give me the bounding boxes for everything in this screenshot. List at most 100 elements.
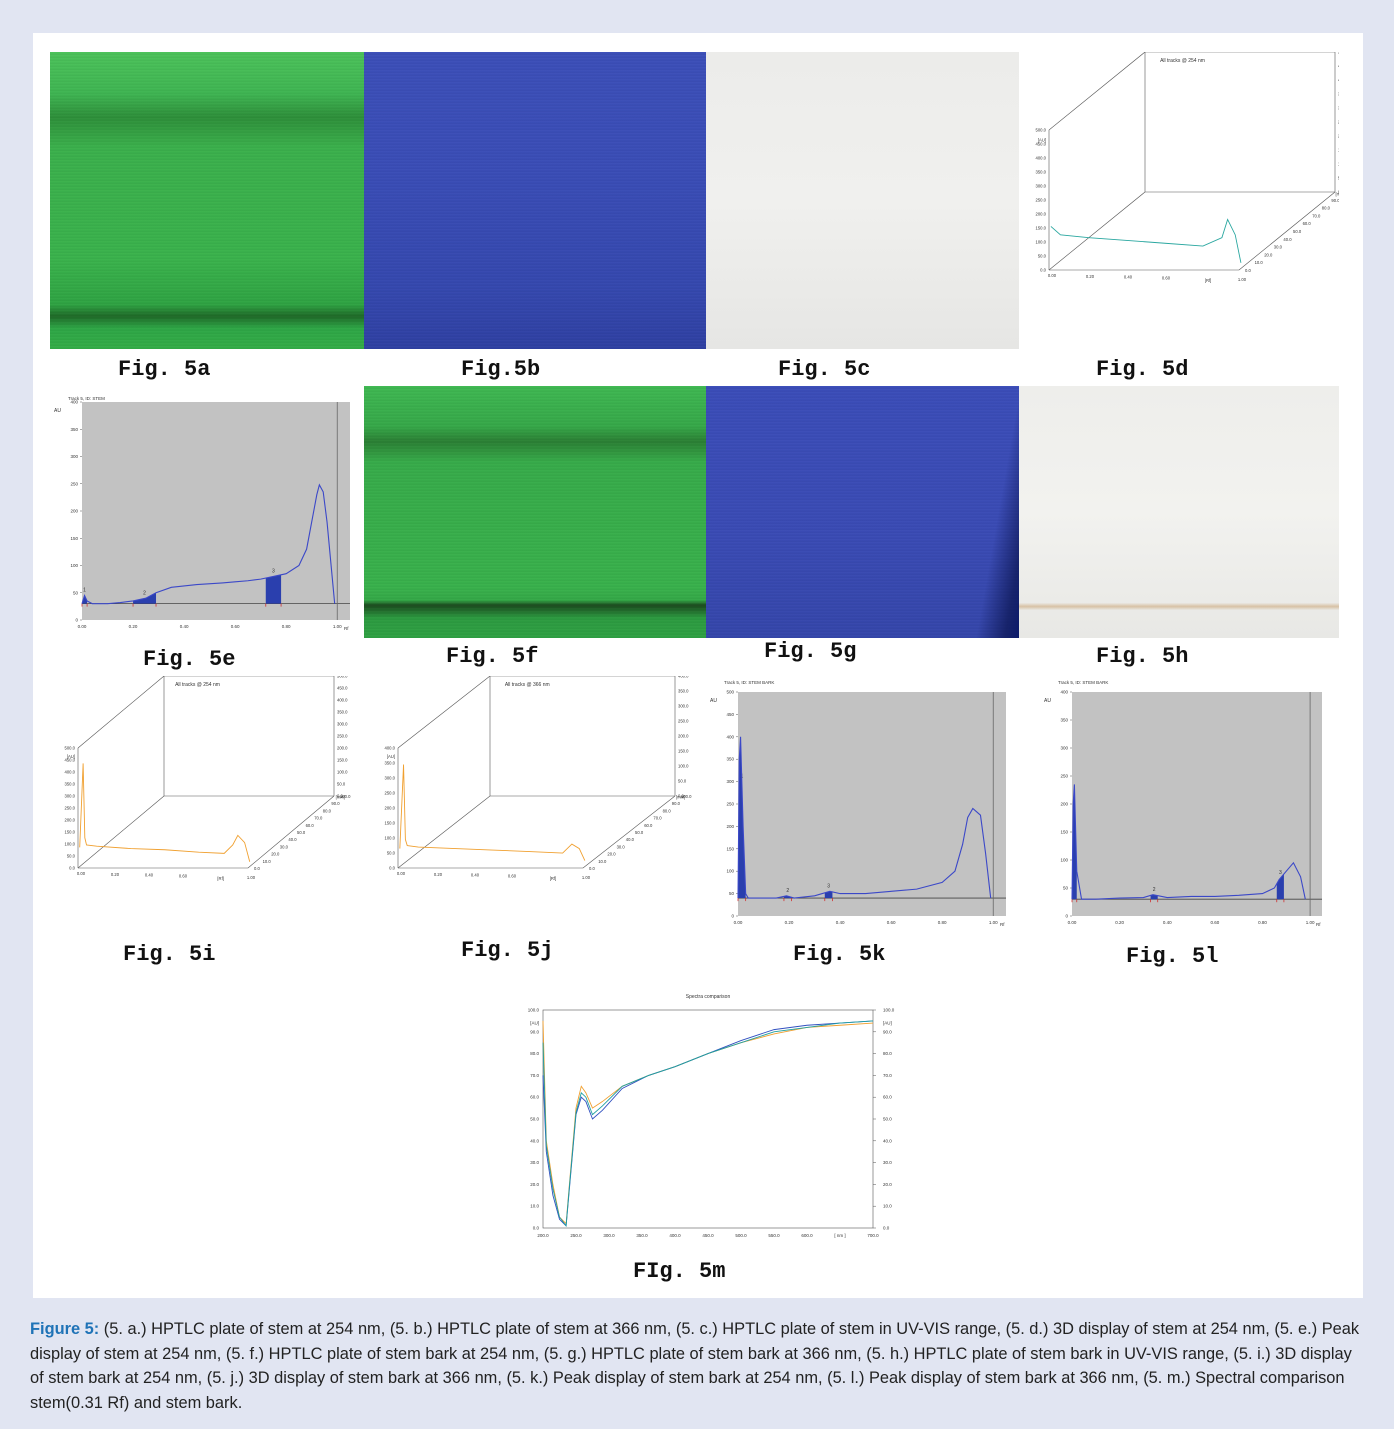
x-tick-label: 0.20 — [785, 920, 794, 925]
z-tick-label: 90.0 — [672, 801, 681, 806]
y-tick-label: 350.0 — [65, 782, 76, 787]
spectrum-line-2 — [542, 1020, 874, 1227]
label-5b: Fig.5b — [461, 357, 541, 382]
x-tick-label: 0.40 — [1124, 275, 1133, 280]
y-tick-label: 200.0 — [65, 818, 76, 823]
chart-5j: All tracks @ 366 nm 0.0 0.0 50.0 50.0 100.0 10… — [364, 676, 706, 926]
label-5i: Fig. 5i — [123, 942, 216, 967]
y-tick-label: 150 — [726, 846, 734, 851]
y-axis-label: [AU] — [530, 1021, 539, 1026]
chart-5k-svg: Track 5, ID: STEM BARKAU5004504003503002… — [710, 680, 1006, 927]
peak-number-label: 3 — [827, 884, 830, 890]
x-axis-label: [Rf] — [217, 876, 224, 881]
x-tick-label: 0.20 — [1086, 274, 1095, 279]
label-5g: Fig. 5g — [764, 639, 857, 664]
y-tick-label: 250 — [70, 481, 78, 486]
y-tick-label-right: 50.0 — [1338, 176, 1339, 181]
z-axis-label: [mm] — [336, 795, 345, 800]
y-tick-label: 100.0 — [1036, 240, 1047, 245]
plate-5c — [706, 52, 1019, 349]
plate-5b — [364, 52, 706, 349]
y-tick-label: 200 — [1060, 802, 1068, 807]
densitogram-line — [737, 736, 992, 899]
y-axis-label: [AU] — [387, 754, 395, 759]
y-tick-label: 100 — [726, 869, 734, 874]
y-tick-label-right: 450.0 — [1338, 64, 1339, 69]
y-tick-label-right: 350.0 — [1338, 92, 1339, 97]
x-axis-label: [Rf] — [550, 876, 557, 881]
x-tick-label: 0.20 — [1115, 920, 1124, 925]
x-tick-label: 550.0 — [768, 1233, 780, 1238]
peak-area-3 — [1276, 874, 1284, 900]
y-tick-label-right: 400.0 — [337, 698, 348, 703]
box-edge — [1238, 191, 1336, 271]
label-5l: Fig. 5l — [1126, 944, 1219, 969]
x-tick-label: 0.00 — [77, 871, 86, 876]
chart-title: All tracks @ 254 nm — [1160, 58, 1205, 64]
z-tick-label: 90.0 — [331, 801, 340, 806]
y-tick-label: 400.0 — [1036, 156, 1047, 161]
y-tick-label: 300 — [70, 454, 78, 459]
z-tick-label: 80.0 — [663, 808, 672, 813]
y-tick-label-right: 300.0 — [678, 704, 689, 709]
chart-title: All tracks @ 366 nm — [505, 682, 550, 688]
z-tick-label: 100.0 — [340, 794, 351, 799]
x-tick-label: 0.60 — [1162, 275, 1171, 280]
peak-area-1 — [738, 736, 746, 899]
chart-5j-svg: All tracks @ 366 nm 0.0 0.0 50.0 50.0 100.0 10… — [385, 676, 692, 881]
figure-caption: Figure 5: (5. a.) HPTLC plate of stem at… — [30, 1317, 1370, 1415]
y-tick-label: 500.0 — [65, 746, 76, 751]
z-tick-label: 30.0 — [617, 844, 626, 849]
y-tick-label: 450 — [726, 712, 734, 717]
y-tick-label: 400 — [70, 400, 78, 405]
x-tick-label: 350.0 — [636, 1233, 648, 1238]
x-tick-label: 0.40 — [180, 624, 189, 629]
chart-5k: Track 5, ID: STEM BARK AU 500 450 400 350 300 2… — [706, 676, 1034, 934]
y-tick-label-right: 20.0 — [883, 1182, 892, 1187]
y-tick-label: 70.0 — [530, 1073, 539, 1078]
y-tick-label: 250.0 — [1036, 198, 1047, 203]
x-tick-label: 0.20 — [434, 872, 443, 877]
peak-number-label: 2 — [143, 590, 146, 596]
chart-title: Track 5, ID: STEM BARK — [1058, 680, 1108, 685]
box-edge — [1048, 52, 1146, 131]
y-tick-label-right: 500.0 — [1338, 52, 1339, 55]
y-tick-label: 0 — [1065, 914, 1068, 919]
chart-5m: Spectra comparison 0.0 0.0 10.0 10.0 20.0 20.0… — [505, 988, 915, 1248]
y-tick-label-right: 90.0 — [883, 1029, 892, 1034]
label-5a: Fig. 5a — [118, 357, 211, 382]
y-tick-label: 250.0 — [65, 806, 76, 811]
x-tick-label: 0.40 — [145, 873, 154, 878]
y-tick-label: 500 — [726, 690, 734, 695]
plot-area — [1072, 692, 1322, 916]
y-tick-label: 400.0 — [385, 746, 396, 751]
x-tick-label: 1.00 — [333, 624, 342, 629]
y-tick-label-right: 300.0 — [1338, 106, 1339, 111]
x-tick-label: 0.40 — [471, 873, 480, 878]
x-tick-label: 0.60 — [231, 624, 240, 629]
y-tick-label: 150.0 — [65, 830, 76, 835]
plate-5f — [364, 386, 706, 638]
y-tick-label: 50 — [1063, 886, 1069, 891]
y-tick-label: 50 — [729, 891, 735, 896]
y-tick-label-right: 10.0 — [883, 1204, 892, 1209]
x-tick-label: 300.0 — [603, 1233, 615, 1238]
z-tick-label: 30.0 — [280, 844, 289, 849]
peak-number-label: 1 — [83, 587, 86, 593]
y-tick-label-right: 40.0 — [883, 1138, 892, 1143]
y-tick-label-right: 150.0 — [337, 758, 348, 763]
label-5j: Fig. 5j — [461, 938, 554, 963]
z-axis-label: [mm] — [1335, 191, 1339, 196]
y-tick-label: 10.0 — [530, 1204, 539, 1209]
z-tick-label: 40.0 — [288, 837, 297, 842]
y-tick-label: 40.0 — [530, 1138, 539, 1143]
plate-5a — [50, 52, 364, 349]
y-axis-label: [AU] — [67, 754, 75, 759]
y-axis-label-right: [AU] — [883, 1021, 892, 1026]
chart-5e: Track 5, ID: STEM AU 400 350 300 250 200 150 100… — [50, 392, 364, 638]
y-axis-label: AU — [710, 698, 717, 704]
label-5m: FIg. 5m — [633, 1259, 726, 1284]
z-tick-label: 20.0 — [1264, 252, 1273, 257]
y-tick-label-right: 100.0 — [337, 770, 348, 775]
chart-5l: Track 5, ID: STEM BARK AU 400 350 300 250 200 1… — [1040, 676, 1340, 934]
